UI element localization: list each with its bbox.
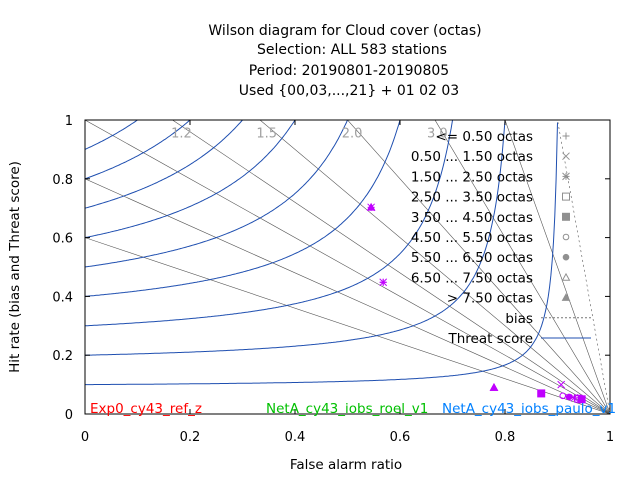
marker-plus: [379, 278, 387, 286]
bias-isoline: [85, 237, 610, 414]
x-tick-label: 1: [606, 430, 614, 445]
x-tick-label: 0.2: [180, 430, 201, 445]
threat-score-isoline: [85, 122, 558, 386]
y-axis-ticks: 0 0.2 0.4 0.6 0.8 1: [52, 114, 610, 423]
marker-filled-square: [562, 212, 570, 221]
experiment-label: NetA_cy43_iobs_paulo_v1: [442, 401, 616, 417]
title-line-3: Period: 20190801-20190805: [249, 63, 449, 79]
y-tick-label: 0.6: [52, 232, 73, 247]
legend-label: <= 0.50 octas: [435, 129, 533, 145]
legend-label: > 7.50 octas: [447, 291, 533, 307]
x-tick-label: 0.8: [495, 430, 516, 445]
threat-score-isoline: [85, 120, 506, 356]
marker-plus: [562, 132, 570, 140]
legend-label: 3.50 ... 4.50 octas: [411, 210, 533, 226]
threat-score-isoline: [85, 120, 244, 209]
bias-isoline: [347, 120, 610, 414]
marker-filled-circle: [562, 253, 570, 261]
legend: <= 0.50 octas 0.50 ... 1.50 octas 1.50 ...…: [411, 129, 591, 347]
marker-filled-triangle: [561, 293, 571, 301]
bias-label: 1.5: [256, 126, 277, 141]
marker-filled-triangle: [489, 383, 499, 391]
threat-score-isoline: [85, 120, 349, 268]
x-tick-label: 0.6: [390, 430, 411, 445]
legend-label: 4.50 ... 5.50 octas: [411, 230, 533, 246]
legend-label: 2.50 ... 3.50 octas: [411, 190, 533, 206]
legend-label: 1.50 ... 2.50 octas: [411, 169, 533, 185]
legend-label: 6.50 ... 7.50 octas: [411, 270, 533, 286]
marker-circle: [559, 392, 567, 400]
chart-title: Wilson diagram for Cloud cover (octas) S…: [208, 23, 481, 99]
y-axis-label: Hit rate (bias and Threat score): [7, 161, 23, 373]
title-line-1: Wilson diagram for Cloud cover (octas): [208, 23, 481, 39]
legend-label: 5.50 ... 6.50 octas: [411, 250, 533, 266]
bias-label: 2.0: [342, 126, 363, 141]
threat-score-isoline: [85, 120, 296, 239]
marker-cross: [557, 380, 566, 389]
legend-label: bias: [505, 311, 533, 327]
marker-filled-triangle: [366, 202, 376, 211]
x-axis-label: False alarm ratio: [290, 457, 402, 473]
marker-star: [562, 172, 570, 181]
legend-label: Threat score: [448, 331, 534, 347]
y-tick-label: 0.8: [52, 173, 73, 188]
marker-triangle: [561, 272, 571, 281]
x-axis-ticks: 0 0.2 0.4 0.6 0.8 1: [81, 120, 614, 445]
y-tick-label: 1: [65, 114, 73, 129]
y-tick-label: 0: [65, 408, 73, 423]
threat-score-isolines: [85, 120, 558, 386]
marker-cross: [562, 152, 570, 161]
data-points: [366, 202, 586, 404]
plot-frame: [84, 119, 611, 415]
experiment-labels: Exp0_cy43_ref_z NetA_cy43_iobs_roel_v1 Net…: [90, 401, 616, 417]
y-tick-label: 0.2: [52, 349, 73, 364]
bias-isoline: [85, 178, 610, 414]
marker-filled-square: [577, 395, 586, 404]
bias-label: 3.0: [427, 126, 448, 141]
experiment-label: NetA_cy43_iobs_roel_v1: [266, 401, 428, 417]
bias-labels: 1.2 1.5 2.0 3.0: [171, 126, 448, 141]
legend-label: 0.50 ... 1.50 octas: [411, 149, 533, 165]
threat-score-isoline: [85, 120, 454, 327]
title-line-4: Used {00,03,...,21} + 01 02 03: [239, 83, 459, 99]
bias-isoline: [504, 120, 610, 414]
y-tick-label: 0.4: [52, 290, 73, 305]
bias-label: 1.2: [171, 126, 192, 141]
x-tick-label: 0: [81, 430, 89, 445]
threat-score-isoline: [85, 120, 139, 150]
marker-filled-circle: [565, 393, 573, 401]
marker-square: [562, 192, 570, 201]
threat-score-isoline: [85, 120, 191, 180]
threat-score-isoline: [85, 120, 401, 297]
marker-filled-square: [537, 389, 546, 398]
bias-isoline: [259, 120, 610, 414]
bias-isoline: [85, 120, 610, 414]
experiment-label: Exp0_cy43_ref_z: [90, 401, 202, 417]
title-line-2: Selection: ALL 583 stations: [257, 42, 447, 58]
marker-circle: [562, 233, 570, 241]
bias-isoline: [434, 120, 610, 414]
x-tick-label: 0.4: [285, 430, 306, 445]
